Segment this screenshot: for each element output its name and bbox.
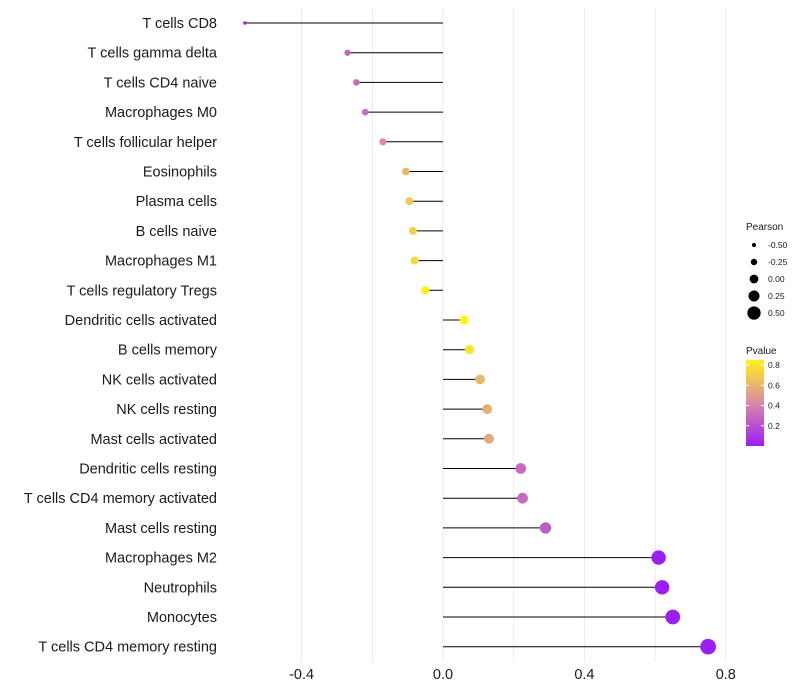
lollipop-segments <box>245 22 709 648</box>
lollipop-point <box>421 286 430 295</box>
lollipop-point <box>665 609 681 625</box>
x-tick-label: 0.0 <box>433 667 453 683</box>
lollipop-point <box>243 21 247 25</box>
category-label: T cells regulatory Tregs <box>67 283 217 299</box>
lollipop-points <box>243 21 716 655</box>
colorbar-label: 0.8 <box>768 360 780 370</box>
x-tick-label: 0.4 <box>574 667 594 683</box>
lollipop-point <box>700 638 716 655</box>
lollipop-point <box>401 167 410 176</box>
size-legend-label: 0.25 <box>768 291 785 301</box>
grid-lines <box>301 8 727 662</box>
size-legend-dot <box>749 274 759 284</box>
category-label: T cells gamma delta <box>88 46 218 62</box>
category-label: Plasma cells <box>136 194 217 210</box>
size-legend-label: 0.00 <box>768 274 785 284</box>
category-label: T cells follicular helper <box>74 135 217 151</box>
lollipop-point <box>515 463 527 474</box>
category-labels: T cells CD8 T cells gamma delta T cells CD… <box>24 16 218 656</box>
size-legend-dot <box>747 306 761 320</box>
size-legend-dot <box>750 258 758 266</box>
category-label: Monocytes <box>147 610 217 626</box>
category-label: Macrophages M1 <box>105 254 217 270</box>
category-label: T cells CD8 <box>142 16 217 32</box>
lollipop-point <box>482 404 493 415</box>
colorbar-label: 0.2 <box>768 421 780 431</box>
size-legend-label: -0.50 <box>768 240 788 250</box>
lollipop-point <box>344 49 351 56</box>
lollipop-point <box>353 79 360 86</box>
x-axis-tick-labels: -0.4 0.0 0.4 0.8 <box>289 667 736 683</box>
category-label: T cells CD4 memory activated <box>24 491 217 507</box>
colorbar-label: 0.4 <box>768 401 780 411</box>
lollipop-point <box>379 138 387 146</box>
category-label: Neutrophils <box>144 580 217 596</box>
category-label: Mast cells resting <box>105 521 217 537</box>
x-tick-label: 0.8 <box>716 667 736 683</box>
lollipop-point <box>408 226 417 235</box>
category-label: B cells memory <box>118 343 218 359</box>
size-legend-label: -0.25 <box>768 257 788 267</box>
lollipop-point <box>475 374 485 385</box>
lollipop-point <box>464 344 475 355</box>
size-legend-dot <box>748 290 760 302</box>
category-label: Dendritic cells activated <box>65 313 217 329</box>
pvalue-legend-title: Pvalue <box>746 346 777 357</box>
category-label: Macrophages M2 <box>105 551 217 567</box>
category-label: NK cells resting <box>116 402 217 418</box>
lollipop-point <box>517 492 528 504</box>
lollipop-point <box>539 522 552 534</box>
lollipop-point <box>459 315 469 325</box>
lollipop-point <box>651 550 666 565</box>
lollipop-point <box>361 108 369 116</box>
size-legend-dot <box>751 242 757 248</box>
category-label: Dendritic cells resting <box>79 462 217 478</box>
category-label: NK cells activated <box>102 372 217 388</box>
category-label: Eosinophils <box>143 165 217 181</box>
x-tick-label: -0.4 <box>289 667 314 683</box>
category-label: T cells CD4 naive <box>104 75 217 91</box>
category-label: Mast cells activated <box>90 432 217 448</box>
size-legend-label: 0.50 <box>768 308 785 318</box>
pearson-size-legend: Pearson -0.50 -0.25 0.00 0.25 0.50 <box>746 222 788 320</box>
lollipop-point <box>483 433 494 444</box>
pvalue-color-legend: Pvalue 0.2 0.4 0.6 0.8 <box>746 346 780 446</box>
lollipop-point <box>405 197 414 206</box>
lollipop-point <box>654 580 670 595</box>
category-label: Macrophages M0 <box>105 105 217 121</box>
category-label: T cells CD4 memory resting <box>38 640 217 656</box>
lollipop-point <box>410 256 419 265</box>
category-label: B cells naive <box>136 224 217 240</box>
colorbar-label: 0.6 <box>768 380 780 390</box>
pearson-legend-title: Pearson <box>746 222 783 233</box>
pvalue-colorbar <box>746 360 764 446</box>
